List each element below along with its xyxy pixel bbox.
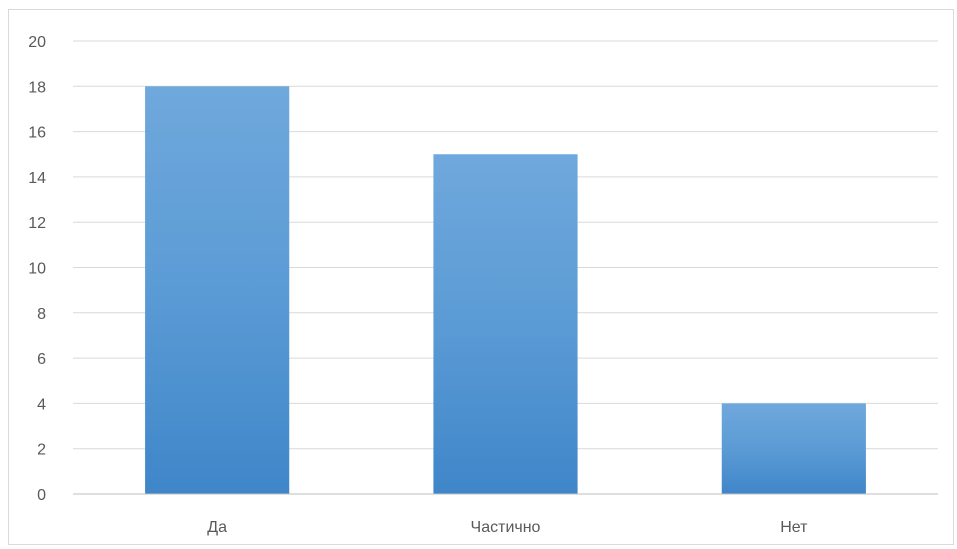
y-tick-label: 0 bbox=[37, 487, 46, 504]
bar bbox=[721, 403, 866, 494]
y-tick-label: 14 bbox=[28, 170, 46, 187]
bars bbox=[145, 86, 866, 495]
y-tick-label: 8 bbox=[37, 306, 46, 323]
x-tick-label: Нет bbox=[780, 519, 808, 536]
y-axis-tick-labels: 0 2 4 6 8 10 12 14 16 18 20 bbox=[28, 34, 46, 504]
y-tick-label: 20 bbox=[28, 34, 46, 51]
y-tick-label: 12 bbox=[28, 215, 46, 232]
y-tick-label: 6 bbox=[37, 351, 46, 368]
y-tick-label: 10 bbox=[28, 261, 46, 278]
bar bbox=[145, 86, 290, 495]
bar bbox=[433, 154, 578, 494]
x-tick-label: Частично bbox=[471, 519, 541, 536]
y-tick-label: 2 bbox=[37, 442, 46, 459]
y-tick-label: 16 bbox=[28, 125, 46, 142]
x-tick-label: Да bbox=[207, 519, 227, 536]
x-axis-tick-labels: Да Частично Нет bbox=[207, 519, 808, 536]
y-tick-label: 18 bbox=[28, 79, 46, 96]
y-tick-label: 4 bbox=[37, 396, 46, 413]
